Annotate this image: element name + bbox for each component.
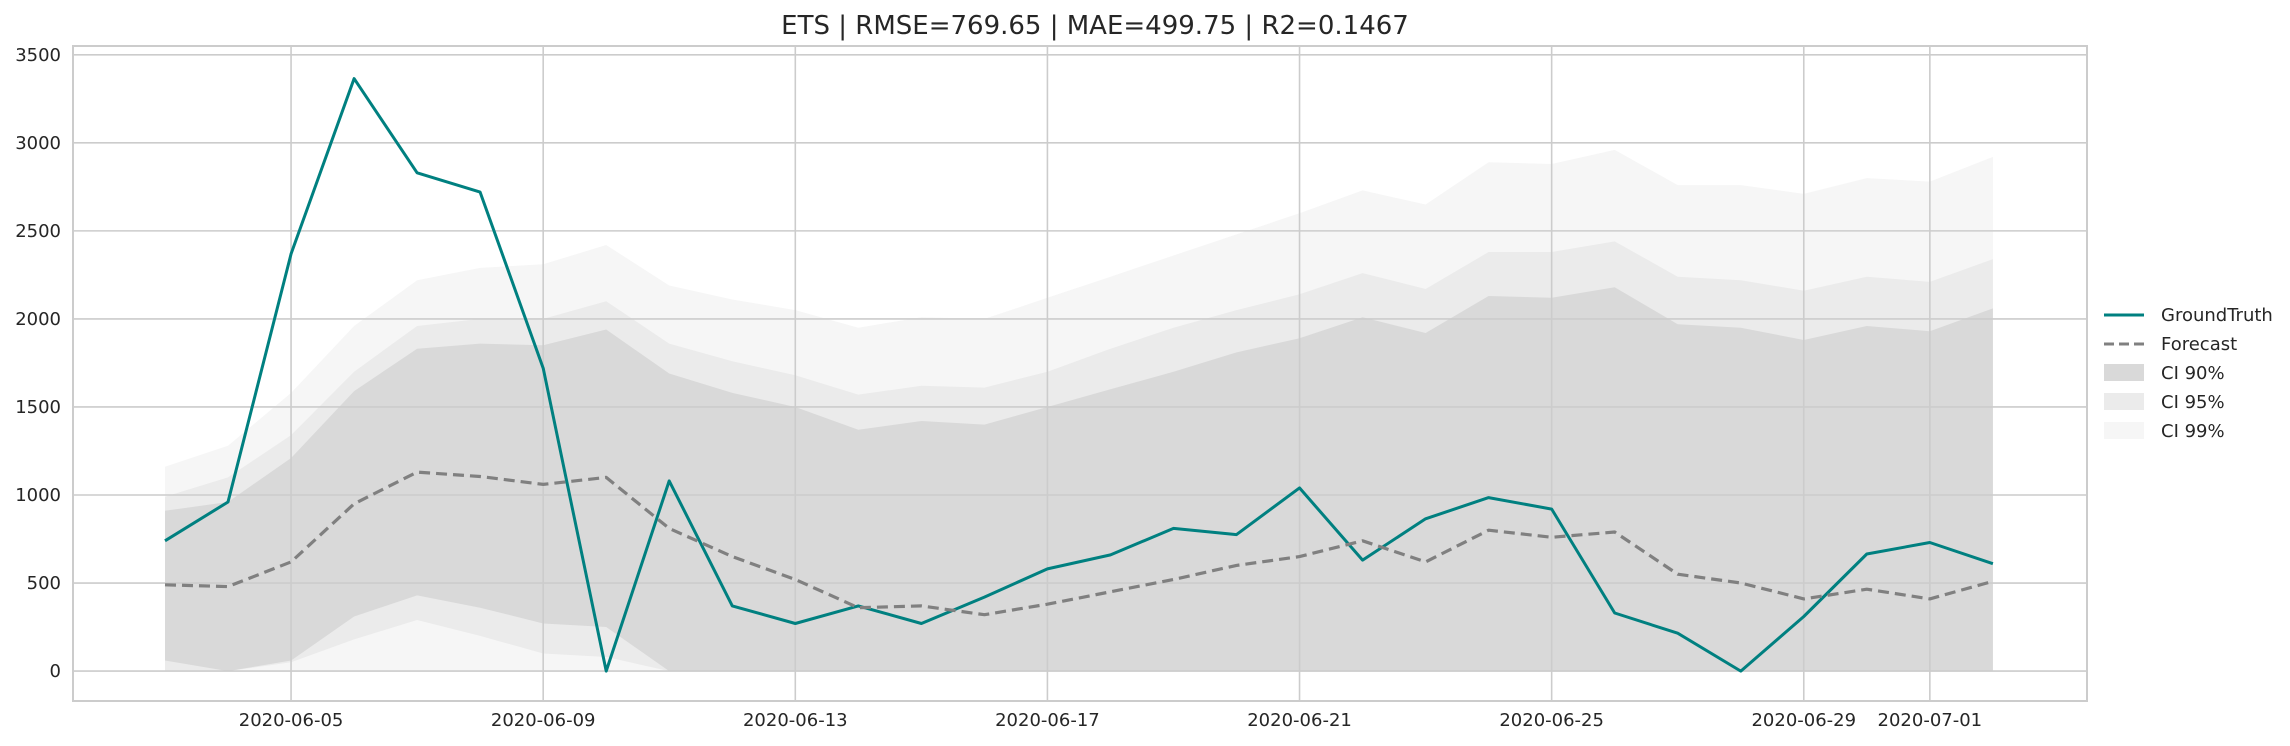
legend-swatch [2104, 393, 2144, 410]
legend-label: CI 90% [2161, 363, 2225, 384]
y-tick-label: 1000 [15, 485, 61, 506]
grid-lines [73, 46, 2087, 701]
x-tick-label: 2020-06-21 [1247, 710, 1352, 731]
series-line-1 [164, 470, 1994, 617]
x-tick-label: 2020-06-25 [1499, 710, 1604, 731]
y-axis-ticks: 0 500 1000 1500 2000 2500 3000 3500 [15, 45, 61, 682]
y-tick-label: 1500 [15, 397, 61, 418]
ci-band-2 [165, 287, 1993, 672]
legend-label: Forecast [2161, 334, 2237, 355]
y-tick-label: 3500 [15, 45, 61, 66]
x-tick-label: 2020-06-09 [491, 710, 596, 731]
plot-frame [72, 45, 2088, 702]
confidence-bands [165, 149, 1993, 672]
legend-swatch [2104, 364, 2144, 381]
x-tick-label: 2020-06-29 [1751, 710, 1856, 731]
legend-label: GroundTruth [2161, 305, 2273, 326]
y-tick-label: 2500 [15, 221, 61, 242]
x-tick-label: 2020-06-05 [239, 710, 344, 731]
x-tick-label: 2020-07-01 [1878, 710, 1983, 731]
x-tick-label: 2020-06-17 [995, 710, 1100, 731]
x-tick-label: 2020-06-13 [743, 710, 848, 731]
y-tick-label: 2000 [15, 309, 61, 330]
x-axis-ticks: 2020-06-05 2020-06-09 2020-06-13 2020-06-17… [239, 710, 1982, 731]
legend-swatch [2104, 422, 2144, 439]
legend-label: CI 95% [2161, 392, 2225, 413]
legend-label: CI 99% [2161, 421, 2225, 442]
series-line-0 [164, 77, 1994, 673]
series-lines [164, 77, 1994, 673]
y-tick-label: 3000 [15, 133, 61, 154]
y-tick-label: 500 [27, 573, 61, 594]
chart-title: ETS | RMSE=769.65 | MAE=499.75 | R2=0.14… [781, 11, 1409, 41]
legend: GroundTruth Forecast CI 90% CI 95% CI 99% [2104, 305, 2273, 442]
y-tick-label: 0 [50, 661, 61, 682]
